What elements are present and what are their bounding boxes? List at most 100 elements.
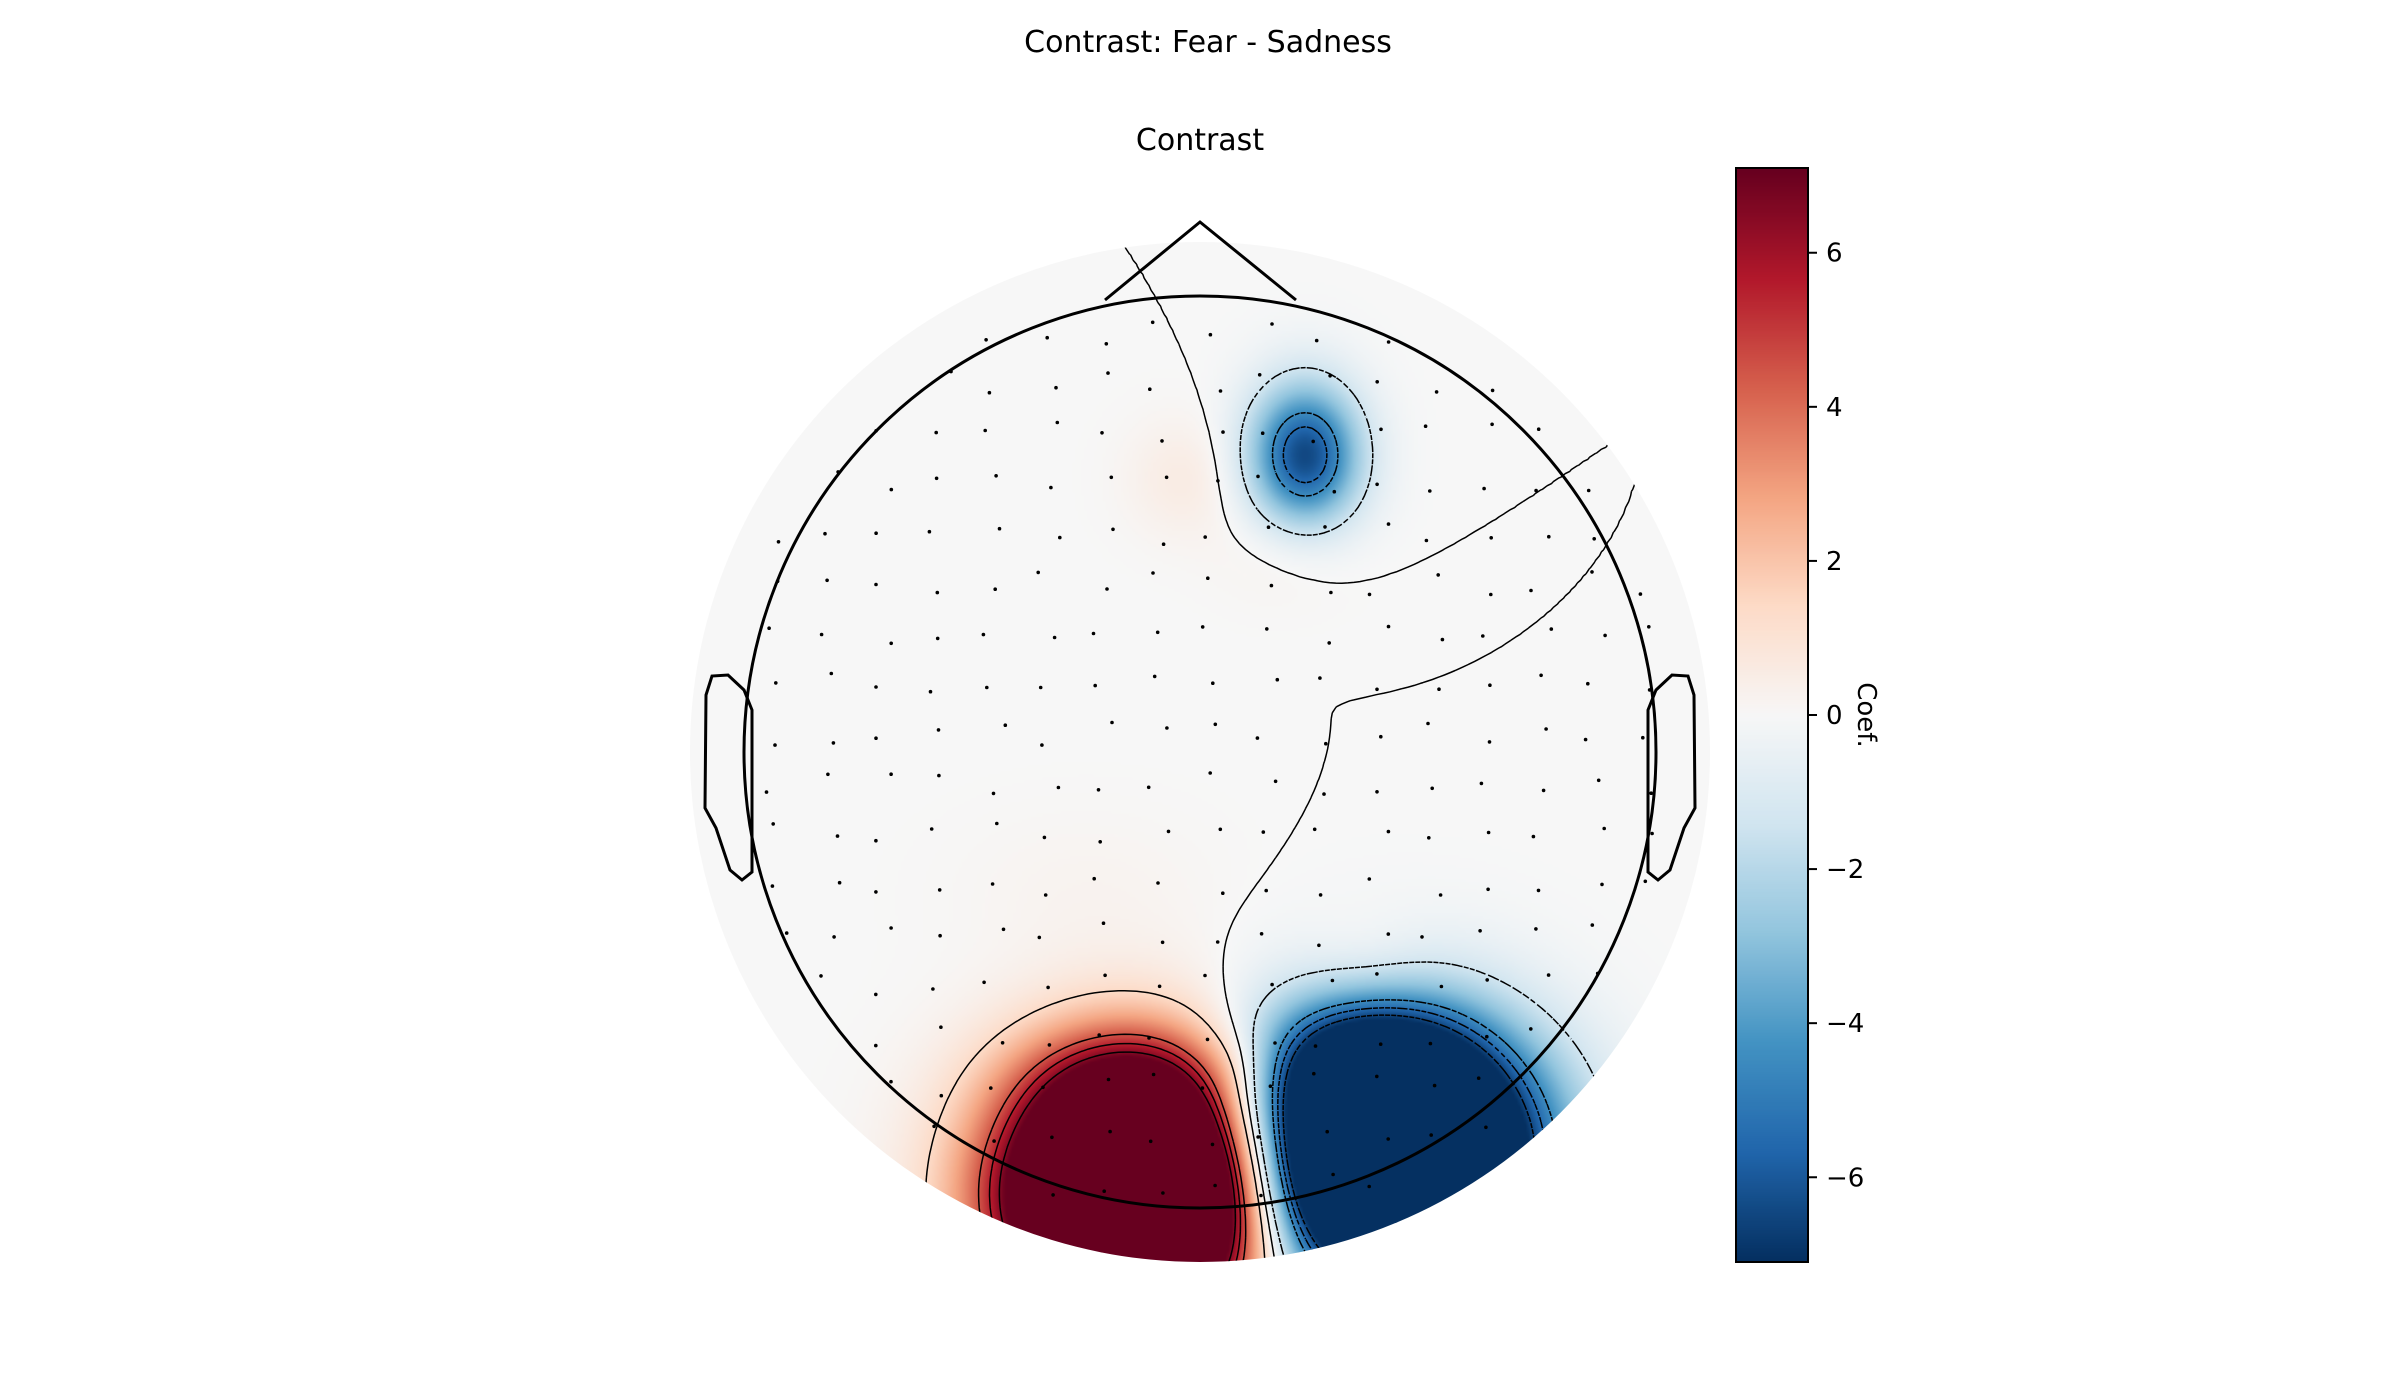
sensor-dot: [767, 626, 771, 630]
sensor-dot: [1055, 420, 1060, 425]
sensor-dot: [1590, 570, 1594, 574]
sensor-dot: [982, 980, 986, 985]
sensor-dot: [1105, 587, 1109, 591]
sensor-dot: [764, 790, 769, 794]
sensor-dot: [1547, 534, 1551, 539]
sensor-dot: [1211, 681, 1215, 685]
sensor-dot: [837, 880, 842, 885]
contour-level: [1277, 426, 1547, 1262]
right-ear-outline: [1646, 673, 1697, 882]
colorbar-ticks: 6 4 2 0 −2 −4 −6: [1808, 239, 1864, 1193]
head-outline: [742, 294, 1658, 1210]
sensor-dot: [1426, 721, 1430, 726]
sensor-dot: [1643, 879, 1648, 884]
colorbar-label: Coef.: [1851, 682, 1881, 748]
sensor-dot: [889, 926, 893, 930]
sensor-dot: [1331, 1172, 1335, 1177]
sensor-dot: [1270, 322, 1274, 326]
sensor-dot: [874, 890, 878, 894]
sensor-dot: [1210, 1142, 1215, 1147]
sensor-dot: [1429, 1133, 1433, 1137]
sensor-dot: [1486, 830, 1491, 835]
sensor-dot: [1536, 427, 1541, 432]
sensor-dot: [1052, 635, 1057, 640]
sensor-dot: [934, 476, 939, 481]
sensor-dot: [889, 772, 893, 776]
sensor-dot: [1367, 1184, 1371, 1189]
sensor-dot: [995, 821, 999, 826]
sensor-dot: [1208, 771, 1212, 775]
sensor-dot: [1205, 1037, 1210, 1042]
sensor-dot: [889, 487, 894, 492]
sensor-dot: [1161, 542, 1166, 546]
sensor-dot: [1603, 633, 1607, 638]
sensor-dot: [1386, 522, 1391, 526]
sensor-dot: [1146, 785, 1151, 790]
sensor-dot: [1641, 735, 1645, 740]
sensor-dot: [1269, 583, 1274, 588]
sensor-dot: [1439, 984, 1444, 989]
sensor-dot: [1386, 1137, 1390, 1141]
sensor-dot: [1164, 475, 1169, 480]
sensor-dot: [1157, 984, 1162, 989]
sensor-dot: [1375, 1074, 1379, 1079]
sensor-dot: [1649, 791, 1653, 795]
sensor-dot: [1482, 486, 1486, 491]
sensor-dot: [1318, 893, 1323, 897]
sensor-dot: [1486, 887, 1490, 892]
sensor-dot: [889, 641, 893, 646]
sensor-dot: [1378, 1042, 1383, 1046]
sensor-dot: [937, 773, 941, 778]
sensor-dot: [1102, 1189, 1106, 1193]
sensor-dot: [1041, 1085, 1045, 1090]
sensor-dot: [994, 474, 998, 478]
sensor-dot: [1317, 943, 1321, 948]
axes-title: Contrast: [1136, 123, 1264, 158]
sensor-dot: [1529, 588, 1533, 593]
sensor-dot: [835, 834, 840, 838]
sensor-dot: [1106, 371, 1110, 375]
sensor-dot: [1096, 788, 1101, 792]
sensor-dot: [1485, 978, 1489, 982]
sensor-dot: [1091, 631, 1096, 636]
sensor-dot: [1255, 736, 1260, 740]
sensor-dot: [874, 736, 878, 740]
sensor-dot: [1534, 927, 1538, 931]
sensor-dot: [874, 838, 878, 843]
sensor-dot: [931, 987, 935, 991]
sensor-dot: [1218, 827, 1223, 832]
sensor-dot: [1489, 592, 1493, 597]
colorbar-tick-label: 6: [1826, 239, 1843, 269]
sensor-dot: [936, 728, 941, 732]
sensor-dot: [1045, 335, 1049, 340]
sensor-dot: [1481, 634, 1485, 638]
sensor-dot: [1042, 835, 1047, 840]
sensor-dot: [1260, 431, 1265, 436]
sensor-dot: [1386, 340, 1391, 344]
sensor-dot: [1051, 1193, 1055, 1197]
sensor-dot: [1147, 1036, 1151, 1040]
sensor-dot: [1489, 536, 1493, 540]
sensor-dot: [889, 1079, 893, 1084]
sensor-dot: [1259, 932, 1264, 936]
sensor-dot: [1375, 972, 1379, 976]
sensor-dot: [1332, 489, 1337, 494]
colorbar-tick-label: 4: [1826, 393, 1843, 423]
sensor-dot: [1108, 1129, 1112, 1134]
sensor-dot: [1484, 1125, 1488, 1130]
sensor-dot: [1221, 430, 1225, 434]
sensor-dot: [1256, 474, 1260, 479]
sensor-dot: [984, 338, 988, 342]
sensor-dot: [929, 827, 934, 831]
sensor-dot: [1485, 1034, 1489, 1039]
sensor-dot: [1312, 827, 1317, 832]
sensor-dot: [1487, 740, 1492, 744]
sensor-dot: [1434, 390, 1439, 394]
sensor-dot: [1596, 778, 1601, 783]
sensor-dot: [1103, 973, 1107, 978]
sensor-dot: [773, 743, 777, 747]
sensor-dot: [1544, 727, 1548, 731]
sensor-dot: [991, 791, 996, 796]
contour-lines: [925, 242, 1643, 1262]
